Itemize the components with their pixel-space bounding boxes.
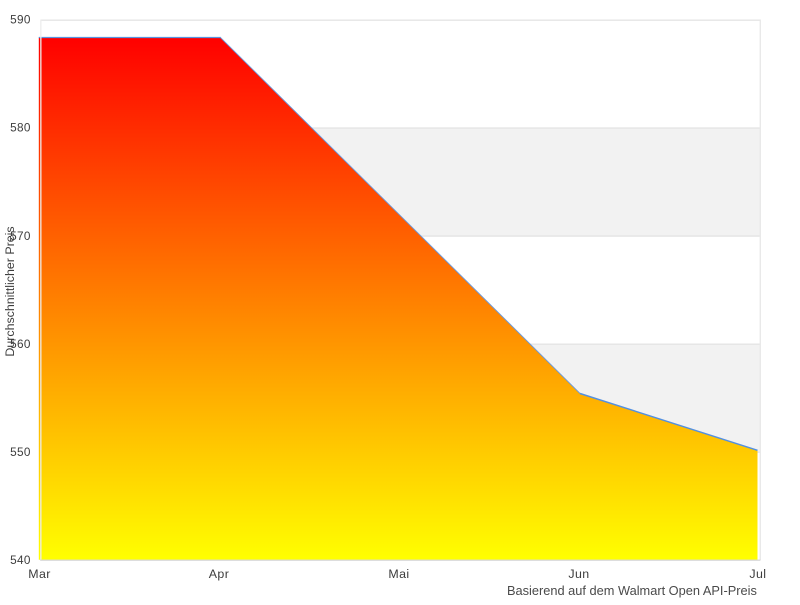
- svg-text:580: 580: [10, 121, 31, 135]
- svg-text:Basierend auf dem Walmart Open: Basierend auf dem Walmart Open API-Preis: [507, 583, 757, 598]
- svg-text:570: 570: [10, 229, 31, 243]
- svg-text:Mar: Mar: [28, 567, 51, 581]
- svg-text:Jun: Jun: [568, 567, 589, 581]
- svg-text:590: 590: [10, 13, 31, 27]
- svg-text:550: 550: [10, 445, 31, 459]
- svg-text:Mai: Mai: [388, 567, 409, 581]
- svg-text:540: 540: [10, 553, 31, 567]
- svg-text:560: 560: [10, 337, 31, 351]
- svg-text:Durchschnittlicher Preis: Durchschnittlicher Preis: [3, 226, 17, 356]
- svg-text:Jul: Jul: [749, 567, 766, 581]
- svg-text:Apr: Apr: [209, 567, 229, 581]
